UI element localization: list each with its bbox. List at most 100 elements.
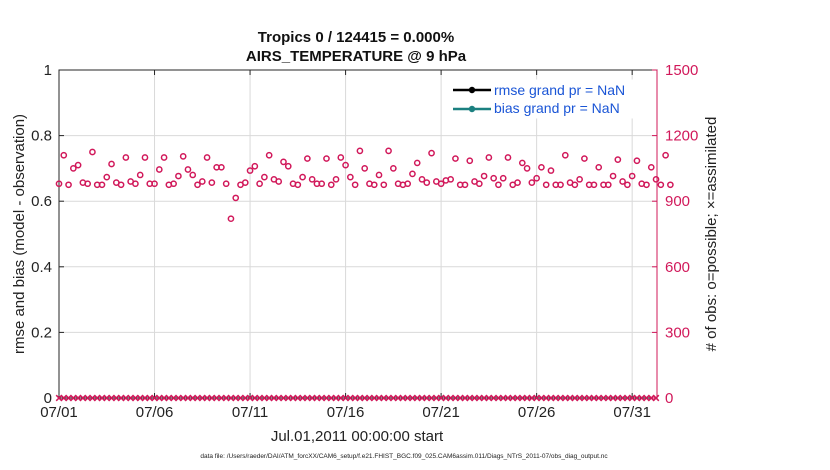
obs-possible-point-42 (256, 180, 263, 188)
obs-possible-point-26 (179, 153, 187, 160)
legend-rmse-label: rmse grand pr = NaN (494, 82, 625, 98)
obs-possible-point-27 (184, 166, 192, 173)
obs-possible-point-14 (122, 154, 130, 161)
obs-possible-point-2 (65, 181, 72, 189)
obs-possible-point-40 (246, 167, 254, 174)
obs-possible-point-116 (609, 172, 617, 180)
x-tick-label-4: 07/21 (422, 404, 460, 421)
obs-possible-point-96 (514, 179, 521, 186)
y2-tick-label-1: 300 (665, 324, 690, 341)
obs-possible-point-66 (370, 181, 378, 189)
obs-possible-point-6 (84, 180, 92, 188)
obs-possible-point-113 (595, 163, 603, 171)
legend-bias-label: bias grand pr = NaN (494, 100, 620, 116)
obs-possible-point-110 (581, 155, 588, 162)
obs-possible-point-43 (261, 173, 268, 181)
y2-tick-label-5: 1500 (665, 62, 698, 79)
obs-possible-point-4 (74, 161, 82, 169)
obs-possible-point-41 (251, 162, 259, 170)
x-tick-label-2: 07/11 (232, 404, 268, 421)
y-tick-label-4: 0.8 (31, 128, 52, 145)
obs-possible-point-34 (218, 163, 225, 171)
obs-possible-point-64 (361, 165, 369, 172)
obs-possible-point-7 (89, 148, 96, 156)
obs-possible-point-88 (475, 180, 483, 188)
x-tick-label-5: 07/26 (518, 404, 556, 421)
x-tick-label-0: 07/01 (40, 404, 78, 421)
obs-possible-point-93 (499, 174, 507, 182)
obs-possible-point-125 (652, 175, 660, 183)
y-tick-label-5: 1 (44, 62, 52, 79)
obs-possible-point-50 (294, 181, 302, 189)
obs-possible-point-48 (284, 162, 292, 170)
obs-possible-point-119 (624, 181, 631, 189)
obs-possible-point-1 (60, 151, 68, 159)
y2-axis-label: # of obs: o=possible; ×=assimilated (703, 117, 720, 352)
obs-possible-point-13 (117, 181, 125, 189)
obs-possible-point-11 (108, 160, 115, 168)
obs-possible-point-3 (69, 165, 77, 172)
y-axis-label: rmse and bias (model - observation) (11, 114, 28, 354)
obs-possible-point-37 (232, 194, 240, 202)
y-axis-right: 0 300 600 900 1200 1500 (652, 62, 698, 407)
y2-tick-label-2: 600 (665, 259, 690, 276)
obs-possible-point-31 (203, 154, 211, 161)
obs-possible-point-101 (538, 163, 545, 171)
y2-tick-label-4: 1200 (665, 128, 698, 145)
obs-possible-point-62 (351, 181, 359, 189)
y2-tick-label-0: 0 (665, 390, 673, 407)
obs-possible-point-74 (409, 170, 416, 178)
y-tick-label-1: 0.2 (31, 324, 52, 341)
obs-possible-point-86 (466, 157, 474, 165)
obs-possible-point-94 (504, 154, 512, 161)
obs-possible-point-0 (55, 180, 63, 188)
obs-possible-point-75 (413, 159, 421, 167)
obs-possible-point-80 (437, 180, 445, 188)
obs-possible-point-25 (175, 172, 182, 180)
obs-possible-point-28 (189, 171, 197, 179)
obs-possible-point-73 (404, 180, 412, 188)
obs-possible-point-118 (619, 178, 626, 185)
obs-possible-point-58 (332, 175, 340, 183)
obs-possible-point-61 (347, 173, 354, 181)
x-tick-label-6: 07/31 (613, 404, 651, 421)
obs-possible-point-126 (657, 181, 665, 189)
obs-possible-point-21 (155, 166, 163, 173)
obs-possible-point-108 (571, 181, 579, 189)
obs-possible-point-97 (518, 159, 526, 167)
obs-possible-point-20 (151, 180, 158, 188)
obs-possible-point-85 (461, 181, 469, 189)
obs-possible-point-22 (160, 154, 168, 161)
obs-possible-point-91 (490, 174, 497, 182)
obs-possible-point-77 (423, 179, 431, 186)
obs-possible-point-115 (604, 181, 612, 189)
obs-possible-point-29 (194, 181, 201, 189)
obs-possible-point-68 (380, 181, 388, 189)
legend-bias-marker (468, 105, 476, 113)
obs-possible-point-90 (485, 154, 493, 161)
obs-possible-point-124 (647, 163, 655, 171)
obs-possible-point-56 (323, 155, 330, 162)
obs-possible-point-123 (643, 181, 650, 189)
obs-possible-point-17 (136, 171, 144, 179)
obs-possible-point-16 (132, 180, 139, 188)
obs-possible-point-44 (265, 151, 273, 159)
obs-possible-point-60 (342, 161, 349, 169)
chart-subtitle: AIRS_TEMPERATURE @ 9 hPa (246, 48, 467, 65)
obs-possible-point-46 (275, 178, 283, 185)
obs-possible-point-47 (280, 158, 287, 166)
obs-possible-point-98 (523, 165, 531, 172)
obs-possible-point-106 (561, 151, 569, 159)
obs-assimilated-point-125 (652, 394, 660, 402)
obs-possible-point-9 (98, 181, 106, 189)
obs-possible-point-51 (299, 173, 306, 181)
obs-possible-point-52 (304, 155, 311, 162)
obs-possible-point-32 (208, 179, 216, 186)
obs-possible-point-57 (327, 181, 335, 189)
obs-possible-point-103 (547, 167, 555, 174)
obs-possible-point-69 (385, 147, 392, 155)
obs-possible-point-76 (418, 175, 426, 183)
obs-possible-point-120 (628, 172, 636, 180)
y-tick-label-0: 0 (44, 390, 52, 407)
